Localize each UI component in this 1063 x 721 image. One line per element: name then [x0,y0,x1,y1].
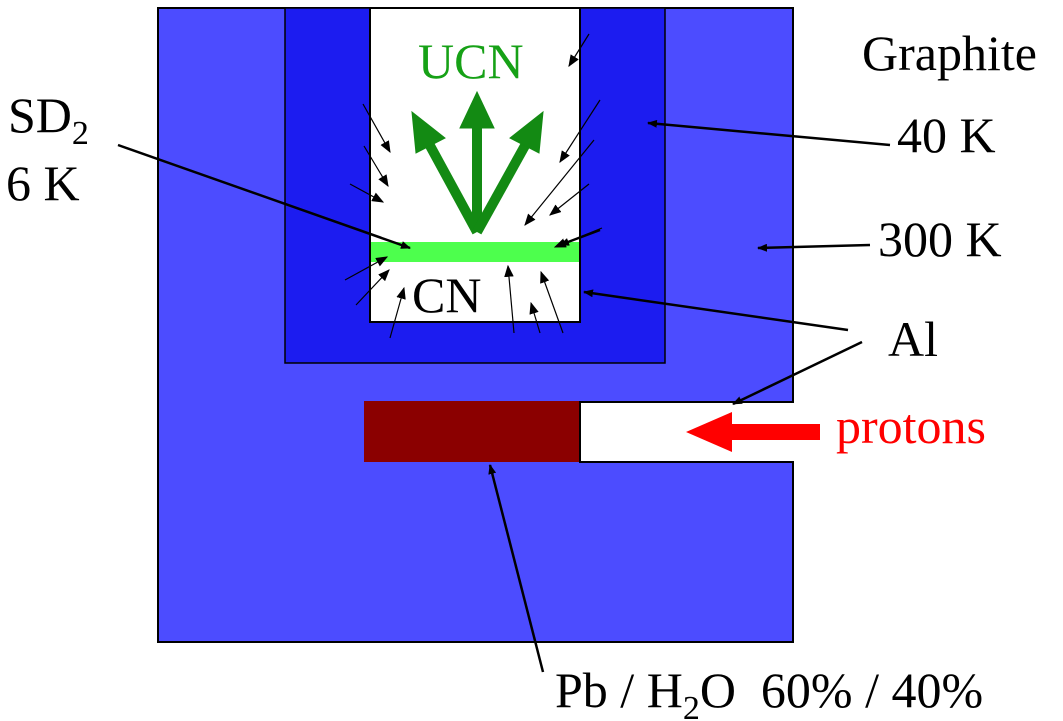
proton-beam-shaft [725,424,820,440]
label-pointer-arrows [117,119,891,673]
neutron-arrow [559,99,601,164]
sd2-temp-label: 6 K [6,155,80,211]
proton-beam-arrow [686,412,820,452]
solid-d2-layer [371,242,579,262]
neutron-arrow [344,256,389,281]
ucn-arrows [411,90,544,235]
al-pointer-arrow-lower [732,340,863,406]
sd2-right-pointer-arrow [559,228,601,247]
proton-channel-outline [579,401,793,463]
ucn-arrowhead-right [509,110,544,154]
al-label: Al [888,311,938,367]
h2o-subscript: 2 [683,690,700,721]
300k-pointer-arrow [757,243,871,252]
sd2-subscript: 2 [72,115,89,152]
sd2-main-text: SD [8,87,72,143]
neutron-arrow [549,183,590,216]
40k-pointer-arrow [647,119,891,147]
neutron-arrow [355,269,390,306]
neutron-arrow [362,103,391,154]
spallation-target [364,401,579,462]
neutron-arrow [524,139,595,226]
cn-label: CN [412,267,481,323]
neutron-arrow [504,264,515,334]
temp-40k-label: 40 K [897,107,996,163]
composition-rest-text: O 60% / 40% [700,662,983,718]
al-pointer-arrow-upper [583,289,849,332]
neutron-arrow [529,301,541,334]
ucn-label: UCN [418,33,524,89]
neutron-arrow [363,145,389,188]
target-composition-label: Pb / H2O 60% / 40% [555,662,983,721]
ucn-arrow-right [472,139,532,235]
target-pointer-arrow [488,464,545,673]
ucn-arrowhead-center [459,90,495,129]
neutron-arrow [349,183,385,203]
graphite-label: Graphite [862,25,1037,81]
ucn-arrow-left [423,139,482,235]
sd2-pointer-arrow [117,143,411,250]
sd2-label: SD2 [8,87,89,152]
proton-beam-head [686,412,732,452]
ucn-arrowhead-left [411,110,446,154]
pb-h-text: Pb / H [555,662,683,718]
temp-300k-label: 300 K [878,211,1002,267]
neutron-arrow [389,286,406,339]
protons-label: protons [836,398,986,454]
neutron-arrow [568,33,590,68]
neutron-arrow [540,270,564,334]
